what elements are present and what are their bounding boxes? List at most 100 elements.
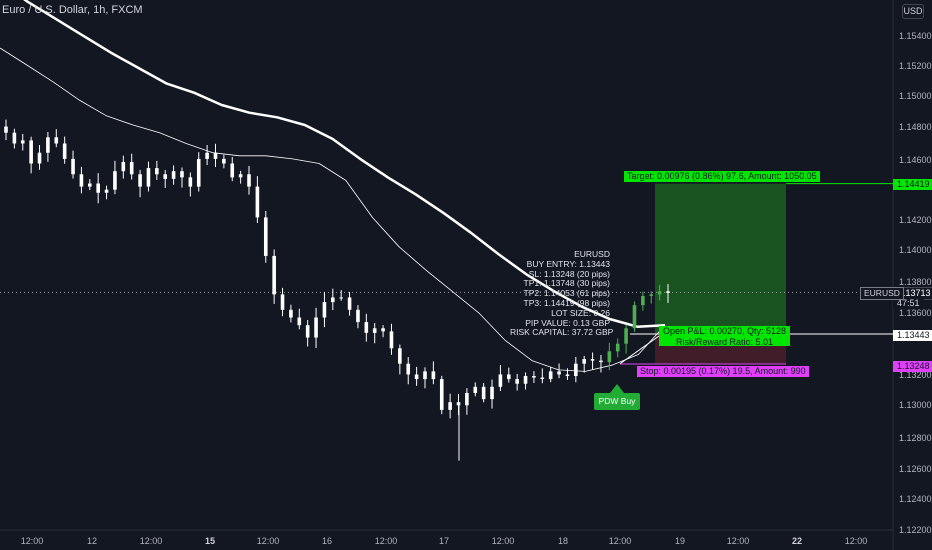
info-line: EURUSD xyxy=(574,249,610,259)
candle-body xyxy=(481,386,486,400)
stop-label[interactable]: Stop: 0.00195 (0.17%) 19.5, Amount: 990 xyxy=(637,366,809,377)
time-axis-tick: 12:00 xyxy=(491,536,515,546)
candle-body xyxy=(590,359,595,361)
candle-body xyxy=(180,171,184,178)
price-axis-tick: 1.13800 xyxy=(899,277,932,287)
symbol-title[interactable]: Euro / U.S. Dollar, 1h, FXCM xyxy=(2,4,143,16)
candle-body xyxy=(506,374,511,380)
price-axis-tick: 1.12400 xyxy=(899,494,932,504)
candle-body xyxy=(163,174,168,179)
candle-body xyxy=(29,140,33,164)
price-axis-tick: 1.12200 xyxy=(899,525,932,535)
candle-body xyxy=(121,161,126,172)
candle-body xyxy=(356,309,360,323)
candle-body xyxy=(230,163,235,178)
candle-body xyxy=(12,132,17,144)
bar-countdown-label: 47:51 xyxy=(893,298,924,309)
candle-body xyxy=(540,377,545,380)
candle-body xyxy=(138,174,142,187)
candle-body xyxy=(331,297,335,303)
stop-price-label: 1.13248 xyxy=(893,361,932,372)
candle-body xyxy=(314,317,318,338)
time-axis-tick: 19 xyxy=(674,536,686,546)
info-line: RISK CAPITAL: 37.72 GBP xyxy=(510,327,614,338)
time-axis-tick: 22 xyxy=(791,536,803,546)
signal-arrow-icon xyxy=(610,384,624,393)
ma-fast-line xyxy=(0,47,666,372)
candle-body xyxy=(113,171,117,190)
candle-body xyxy=(272,255,276,295)
target-label[interactable]: Target: 0.00976 (0.86%) 97.6, Amount: 10… xyxy=(624,171,820,182)
candle-body xyxy=(372,328,377,333)
candle-body xyxy=(322,302,327,318)
info-line: LOT SIZE: 0.26 xyxy=(551,307,610,318)
price-axis-tick: 1.14200 xyxy=(899,215,932,225)
candle-body xyxy=(490,386,494,400)
candle-body xyxy=(171,171,176,179)
price-axis-tick: 1.12800 xyxy=(899,433,932,443)
time-axis-tick: 12:00 xyxy=(374,536,398,546)
candle-body xyxy=(381,328,385,332)
price-axis-tick: 1.14800 xyxy=(899,122,932,132)
candle-body xyxy=(641,295,645,306)
info-line: PIP VALUE: 0.13 GBP xyxy=(525,317,610,328)
candle-body xyxy=(339,297,343,299)
candle-body xyxy=(532,376,536,378)
candle-body xyxy=(414,374,419,380)
candle-body xyxy=(406,363,411,375)
candle-body xyxy=(87,183,92,187)
candle-body xyxy=(205,152,209,159)
candle-body xyxy=(297,317,302,326)
entry-price-label: 1.13443 xyxy=(893,330,932,341)
price-axis-tick: 1.15000 xyxy=(899,91,932,101)
price-axis-tick: 1.13600 xyxy=(899,308,932,318)
currency-button[interactable]: USD xyxy=(902,4,924,19)
candle-body xyxy=(347,297,352,310)
candle-body xyxy=(146,168,151,187)
candle-body xyxy=(54,137,59,144)
symbol-price-tag[interactable]: EURUSD xyxy=(860,287,904,300)
time-axis-tick: 12 xyxy=(86,536,98,546)
candle-body xyxy=(280,294,285,310)
time-axis-tick: 16 xyxy=(321,536,333,546)
candle-body xyxy=(599,360,603,363)
price-axis-tick: 1.14000 xyxy=(899,245,932,255)
candle-body xyxy=(657,291,662,295)
candle-body xyxy=(666,291,670,293)
candle-body xyxy=(607,351,612,363)
candle-body xyxy=(129,161,134,175)
candle-body xyxy=(255,186,260,218)
candle-body xyxy=(431,371,436,380)
candle-body xyxy=(624,328,628,344)
price-axis-tick: 1.15200 xyxy=(899,61,932,71)
price-axis-tick: 1.13200 xyxy=(899,370,932,380)
price-axis-tick: 1.12600 xyxy=(899,464,932,474)
candle-body xyxy=(79,174,84,187)
candle-body xyxy=(196,158,201,187)
time-axis-tick: 12:00 xyxy=(139,536,163,546)
candle-body xyxy=(188,177,193,187)
info-line: TP1: 1.13748 (30 pips) xyxy=(523,278,610,289)
trade-info-box: EURUSD BUY ENTRY: 1.13443 SL: 1.13248 (2… xyxy=(510,249,614,338)
time-axis-tick: 12:00 xyxy=(256,536,280,546)
ma-slow-line xyxy=(23,0,666,328)
info-line: SL: 1.13248 (20 pips) xyxy=(528,268,610,279)
candle-body xyxy=(4,126,8,133)
info-line: BUY ENTRY: 1.13443 xyxy=(526,258,610,269)
candle-body xyxy=(104,189,109,193)
risk-reward-text: Risk/Reward Ratio: 5.01 xyxy=(675,337,774,347)
time-axis-tick: 12:00 xyxy=(726,536,750,546)
candle-body xyxy=(557,371,561,375)
price-axis-tick: 1.13000 xyxy=(899,400,932,410)
candle-body xyxy=(389,331,394,349)
candle-body xyxy=(565,374,570,377)
candle-body xyxy=(523,376,528,384)
candle-body xyxy=(46,137,50,153)
candle-body xyxy=(498,374,503,387)
open-pnl-label[interactable]: Open P&L: 0.00270, Qty: 5128 Risk/Reward… xyxy=(659,326,790,347)
candle-body xyxy=(548,371,553,380)
open-pnl-text: Open P&L: 0.00270, Qty: 5128 xyxy=(662,326,787,336)
signal-label[interactable]: PDW Buy xyxy=(594,393,640,410)
